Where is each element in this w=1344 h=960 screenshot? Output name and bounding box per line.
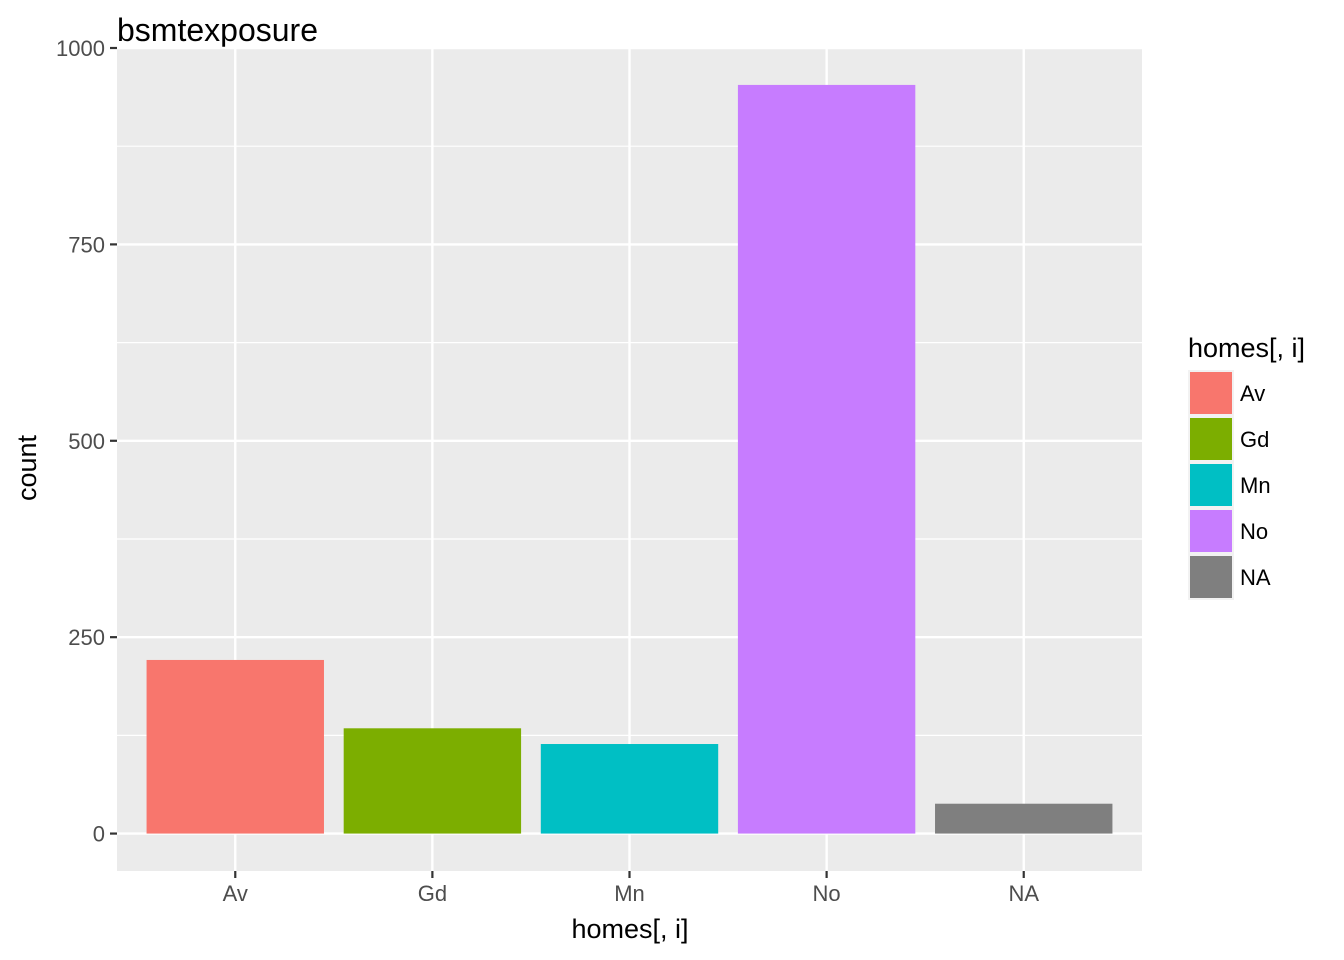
legend-label: Av	[1240, 381, 1265, 406]
legend-label: Mn	[1240, 473, 1271, 498]
chart-title: bsmtexposure	[117, 12, 318, 48]
y-tick-label: 0	[93, 822, 105, 847]
legend-swatch-gd	[1190, 418, 1232, 460]
x-axis-title: homes[, i]	[571, 914, 688, 944]
x-axis: Av Gd Mn No NA	[223, 871, 1039, 906]
bar-av	[146, 659, 324, 834]
x-tick-label: Av	[223, 881, 248, 906]
y-axis: 0 250 500 750 1000	[56, 36, 117, 847]
legend-title: homes[, i]	[1188, 333, 1305, 363]
bars	[146, 84, 1113, 834]
bar-no	[737, 84, 916, 834]
x-tick-label: Gd	[418, 881, 447, 906]
bar-mn	[540, 744, 719, 834]
x-tick-label: Mn	[614, 881, 645, 906]
y-tick-label: 750	[68, 232, 105, 257]
x-tick-label: No	[813, 881, 841, 906]
y-tick-label: 500	[68, 429, 105, 454]
x-tick-label: NA	[1008, 881, 1039, 906]
y-tick-label: 250	[68, 625, 105, 650]
legend-label: Gd	[1240, 427, 1269, 452]
legend-label: NA	[1240, 565, 1271, 590]
legend-swatch-no	[1190, 510, 1232, 552]
bar-na	[935, 803, 1113, 834]
legend-swatch-na	[1190, 556, 1232, 598]
legend-swatch-mn	[1190, 464, 1232, 506]
legend: homes[, i] Av Gd Mn No NA	[1188, 333, 1305, 600]
y-axis-title: count	[12, 434, 42, 501]
legend-swatch-av	[1190, 372, 1232, 414]
y-tick-label: 1000	[56, 36, 105, 61]
bar-gd	[343, 728, 522, 834]
legend-label: No	[1240, 519, 1268, 544]
